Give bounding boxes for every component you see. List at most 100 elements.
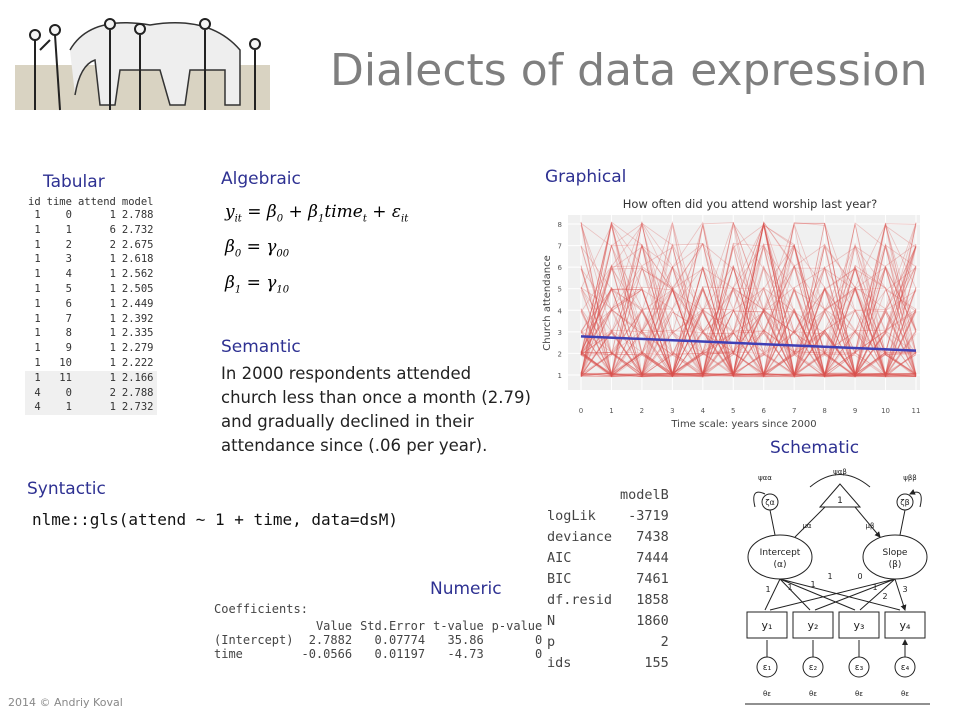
cell: 1 (34, 297, 41, 310)
eq-subscript: t (362, 213, 367, 225)
cell: ids (547, 655, 572, 671)
section-title: Semantic (221, 337, 301, 357)
section-title: Syntactic (27, 479, 106, 499)
trajectory (580, 244, 917, 377)
cell: 7 (65, 312, 72, 325)
eq-subscript: it (234, 213, 242, 225)
y-tick-label: 3 (558, 329, 562, 337)
code: nlme::gls(attend ~ 1 + time, data=dsM) (32, 510, 399, 529)
trajectory (580, 265, 917, 377)
trajectory (580, 225, 917, 378)
diagram-label: θε (901, 690, 909, 698)
row: 1 11 1 2.166 (25, 370, 157, 386)
trajectory (580, 266, 917, 378)
row: 1 4 1 2.562 (25, 267, 157, 282)
eq-subscript: 00 (276, 248, 290, 260)
y-tick-label: 8 (558, 221, 562, 229)
eq-term: = β (241, 202, 277, 222)
diagram-label: ε₄ (901, 663, 910, 673)
trajectory (580, 225, 917, 377)
trajectory (580, 224, 917, 377)
trajectory (580, 222, 917, 378)
diagram-label: y₄ (900, 619, 912, 632)
trajectory (580, 222, 917, 378)
trajectory (580, 222, 917, 377)
trajectory (580, 289, 917, 378)
trajectory (580, 242, 917, 377)
column-header: p-value (491, 619, 543, 633)
trajectory (580, 224, 917, 375)
cell: 10 (59, 356, 72, 369)
cell: 0.07774 (374, 633, 426, 647)
cell: (Intercept) (214, 633, 294, 647)
row: 1 9 1 2.279 (25, 341, 157, 356)
trajectory (580, 221, 917, 377)
row: 4 0 2 2.788 (25, 385, 157, 401)
column-header: model (121, 196, 154, 208)
slide-title: Dialects of data expression (330, 45, 928, 96)
eq-term: time (324, 202, 363, 222)
trajectory (580, 221, 917, 378)
cell: df.resid (547, 592, 613, 608)
trajectory (580, 224, 917, 378)
trajectory (580, 265, 917, 378)
eq-subscript: 0 (276, 213, 284, 225)
coef-table: Value Std.Error t-value p-value (Intercept) 2… (210, 619, 546, 661)
path-diagram: 1 Intercept (α) Slope (β) ψαα ψαβ ψββ μα μβ ζα ζβ y₁… (745, 468, 930, 705)
diagram-label: θε (763, 690, 771, 698)
section-title: Algebraic (221, 169, 301, 189)
cell: 2.618 (121, 253, 154, 266)
trajectory (580, 286, 917, 378)
column-header: Std.Error (360, 619, 426, 633)
y-tick-label: 2 (558, 350, 562, 358)
trajectory (580, 224, 917, 377)
eq-subscript: 1 (234, 284, 242, 296)
x-tick-label: 3 (670, 407, 674, 415)
cell: 1 (34, 253, 41, 266)
trajectory (580, 222, 917, 377)
eq-subscript: it (401, 213, 409, 225)
diagram-label: 1 (837, 496, 843, 506)
trajectory (580, 286, 917, 378)
cell: -0.0566 (301, 647, 353, 661)
trajectory (580, 244, 917, 378)
cell: 1 (109, 356, 116, 369)
trajectory (580, 244, 917, 377)
row: 1 3 1 2.618 (25, 252, 157, 267)
diagram-label: μα (802, 522, 811, 530)
trajectory (580, 285, 917, 377)
trajectory (580, 265, 917, 378)
diagram-label: y₃ (854, 619, 865, 632)
row: 1 8 1 2.335 (25, 326, 157, 341)
equations: yit = β0 + β1timet + εit β0 = γ00 β1 = γ10 (225, 198, 408, 304)
trajectory (580, 221, 917, 378)
trajectory (580, 223, 917, 378)
trajectory (580, 224, 917, 377)
cell: 2 (660, 634, 669, 650)
cell: 1 (34, 209, 41, 221)
cell: 2.505 (121, 282, 154, 295)
trajectory (580, 222, 917, 378)
cell: 1 (109, 327, 116, 340)
cell: 2.449 (121, 297, 154, 310)
cell: 2.732 (121, 223, 154, 236)
row: 1 6 1 2.449 (25, 297, 157, 312)
trajectory (580, 222, 917, 378)
diagram-label: μβ (866, 522, 875, 530)
cell: 2.335 (121, 327, 154, 340)
cell: deviance (547, 529, 613, 545)
trajectory (580, 242, 917, 378)
trajectory (580, 225, 917, 378)
cell: 2.7882 (308, 633, 353, 647)
trajectory (580, 242, 917, 377)
blank (210, 619, 297, 633)
cell: 0 (43, 385, 75, 401)
row: 1 10 1 2.222 (25, 356, 157, 371)
semantic-text: In 2000 respondents attended church less… (221, 364, 531, 455)
cell: 1 (109, 312, 116, 325)
trend-line (580, 335, 917, 352)
trajectory (580, 224, 917, 377)
cell: 1 (109, 342, 116, 355)
row: 1 5 1 2.505 (25, 282, 157, 297)
